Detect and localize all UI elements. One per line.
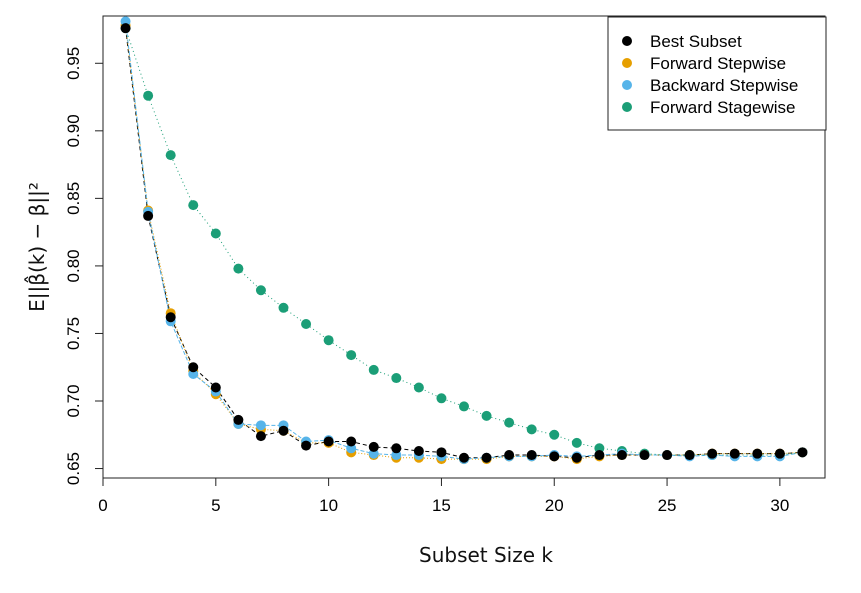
data-point (774, 448, 785, 459)
data-point (526, 424, 537, 435)
legend-label: Best Subset (650, 32, 742, 51)
x-tick-label: 20 (545, 496, 564, 515)
data-point (255, 431, 266, 442)
y-tick-label: 0.95 (64, 47, 83, 80)
data-point (413, 445, 424, 456)
data-point (368, 364, 379, 375)
data-point (278, 302, 289, 313)
legend-label: Backward Stepwise (650, 76, 798, 95)
data-point (684, 450, 695, 461)
x-tick-label: 0 (98, 496, 107, 515)
data-point (752, 448, 763, 459)
data-point (729, 448, 740, 459)
data-point (413, 382, 424, 393)
data-point (233, 414, 244, 425)
series-layer (120, 16, 808, 465)
legend-marker (622, 102, 632, 112)
data-point (143, 210, 154, 221)
data-point (346, 436, 357, 447)
x-axis-title: Subset Size k (419, 543, 553, 567)
y-axis-title: E||β̂(k) − β||² (24, 182, 49, 312)
data-point (436, 393, 447, 404)
legend-marker (622, 58, 632, 68)
data-point (571, 452, 582, 463)
data-point (188, 362, 199, 373)
data-point (301, 440, 312, 451)
x-tick-label: 5 (211, 496, 220, 515)
data-point (504, 417, 515, 428)
x-axis: 0 5 10 15 20 25 30 (98, 477, 789, 515)
data-point (504, 450, 515, 461)
y-tick-label: 0.70 (64, 384, 83, 417)
x-tick-label: 15 (432, 496, 451, 515)
data-point (662, 450, 673, 461)
data-point (120, 23, 131, 34)
legend-label: Forward Stagewise (650, 98, 796, 117)
data-point (233, 263, 244, 274)
data-point (526, 450, 537, 461)
y-tick-label: 0.90 (64, 114, 83, 147)
y-tick-label: 0.80 (64, 249, 83, 282)
data-point (323, 436, 334, 447)
data-point (255, 420, 266, 431)
data-point (459, 452, 469, 463)
y-tick-label: 0.65 (64, 452, 83, 485)
legend-box (607, 16, 827, 131)
data-point (436, 447, 447, 458)
data-point (481, 410, 492, 421)
data-point (707, 448, 718, 459)
data-point (368, 441, 379, 452)
data-point (594, 450, 605, 461)
data-point (616, 450, 627, 461)
x-tick-label: 25 (658, 496, 677, 515)
data-point (459, 401, 469, 412)
legend-marker (622, 80, 632, 90)
data-point (346, 350, 357, 361)
data-point (143, 90, 154, 101)
data-point (549, 429, 560, 440)
legend-label: Forward Stepwise (650, 54, 786, 73)
x-tick-label: 10 (319, 496, 338, 515)
y-tick-label: 0.85 (64, 182, 83, 215)
data-point (639, 450, 650, 461)
data-point (165, 150, 176, 161)
data-point (278, 425, 289, 436)
data-point (165, 312, 176, 323)
data-point (481, 452, 492, 463)
data-point (571, 437, 582, 448)
legend-marker (622, 36, 632, 46)
data-point (255, 285, 266, 296)
points-best-subset (120, 23, 808, 463)
data-point (549, 451, 560, 462)
data-point (188, 200, 199, 211)
x-tick-label: 30 (770, 496, 789, 515)
y-tick-label: 0.75 (64, 317, 83, 350)
legend: Best Subset Forward Stepwise Backward Step… (607, 16, 827, 131)
data-point (391, 443, 402, 454)
data-point (301, 319, 312, 329)
data-point (391, 373, 402, 384)
data-point (323, 335, 334, 346)
data-point (210, 228, 221, 239)
y-axis: 0.65 0.70 0.75 0.80 0.85 0.90 0.95 (64, 47, 104, 485)
data-point (210, 382, 221, 393)
data-point (797, 447, 808, 458)
